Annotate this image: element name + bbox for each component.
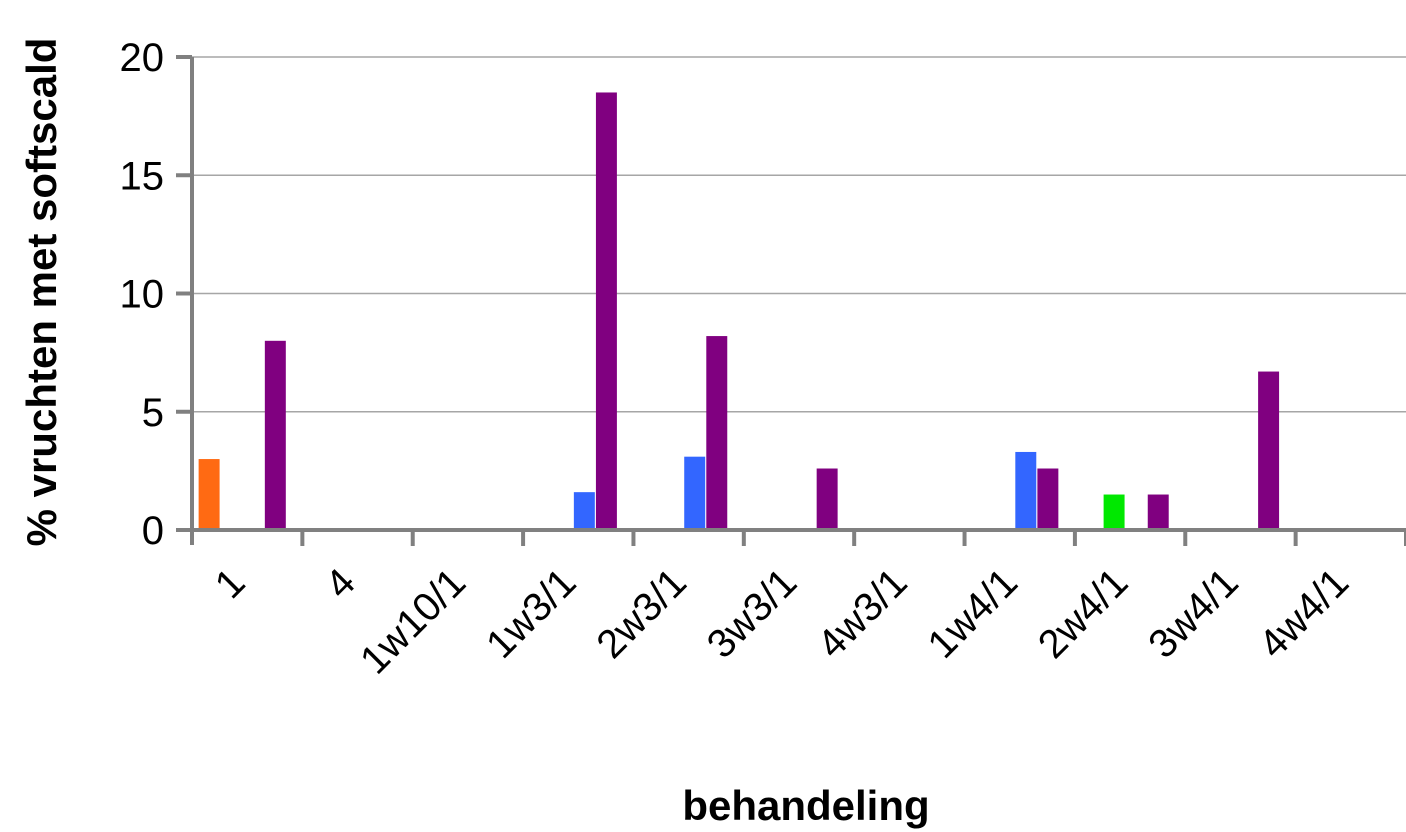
x-tick-label: 2w3/1 xyxy=(588,560,695,667)
x-tick-label: 3w4/1 xyxy=(1140,560,1247,667)
y-tick-label: 10 xyxy=(120,273,165,317)
bar xyxy=(1103,494,1125,530)
x-tick-label: 1w10/1 xyxy=(352,560,474,682)
bar xyxy=(1015,451,1037,530)
y-tick-label: 5 xyxy=(142,391,164,435)
bar xyxy=(816,468,838,530)
bars xyxy=(198,92,1280,530)
gridlines xyxy=(192,56,1406,413)
x-tick-label: 1 xyxy=(207,560,254,607)
bar xyxy=(264,340,286,530)
y-tick-label: 15 xyxy=(120,154,165,198)
bar xyxy=(1037,468,1059,530)
bar xyxy=(1147,494,1169,530)
y-tick-label: 20 xyxy=(120,36,165,80)
bar xyxy=(573,492,595,530)
bar xyxy=(706,336,728,530)
x-axis-title: behandeling xyxy=(682,782,929,829)
x-tick-label: 1w3/1 xyxy=(478,560,585,667)
y-axis-title: % vruchten met softscald xyxy=(18,38,65,547)
x-tick-label: 4 xyxy=(317,560,364,607)
x-tick-label: 4w3/1 xyxy=(809,560,916,667)
x-tick-label: 4w4/1 xyxy=(1251,560,1358,667)
x-tick-label: 3w3/1 xyxy=(699,560,806,667)
axes xyxy=(176,55,1406,546)
y-tick-labels: 0 5 10 15 20 xyxy=(120,36,165,553)
bar xyxy=(198,459,220,530)
bar xyxy=(684,456,706,530)
bar xyxy=(1258,371,1280,530)
x-tick-label: 2w4/1 xyxy=(1030,560,1137,667)
x-tick-label: 1w4/1 xyxy=(919,560,1026,667)
bar xyxy=(595,92,617,530)
y-tick-label: 0 xyxy=(142,509,164,553)
